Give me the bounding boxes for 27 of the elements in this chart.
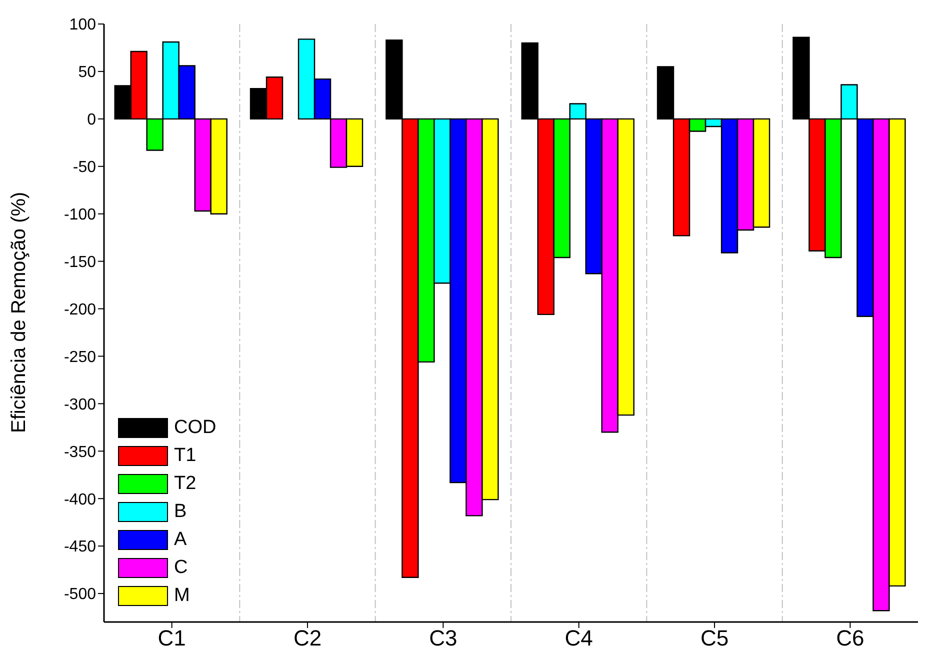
x-tick-label: C5 (700, 626, 729, 651)
x-tick-label: C2 (293, 626, 322, 651)
y-tick-label: -300 (64, 396, 96, 414)
legend-label: C (174, 557, 188, 579)
y-tick-label: -100 (64, 206, 96, 224)
y-tick-label: -250 (64, 348, 96, 366)
legend-label: A (174, 529, 187, 551)
legend-label: T1 (174, 445, 196, 467)
y-tick-label: -150 (64, 254, 96, 271)
x-tick-label: C4 (564, 626, 593, 651)
y-tick-label: -450 (64, 538, 96, 556)
legend-label: B (174, 501, 187, 523)
y-tick-label: 50 (78, 64, 96, 82)
legend-label: T2 (174, 473, 196, 495)
y-tick-label: -500 (64, 586, 96, 604)
legend-label: M (174, 585, 190, 607)
y-tick-label: -200 (64, 301, 96, 318)
legend-label: COD (174, 417, 216, 439)
y-tick-label: -350 (64, 444, 96, 461)
y-tick-label: -400 (64, 491, 96, 508)
y-axis-title: Eficiência de Remoção (%) (8, 192, 30, 433)
x-tick-label: C3 (429, 626, 458, 651)
x-tick-label: C6 (836, 626, 864, 651)
y-tick-label: 0 (87, 112, 96, 129)
y-tick-label: -50 (72, 159, 96, 176)
y-tick-label: 100 (69, 16, 96, 34)
x-tick-label: C1 (158, 626, 186, 651)
